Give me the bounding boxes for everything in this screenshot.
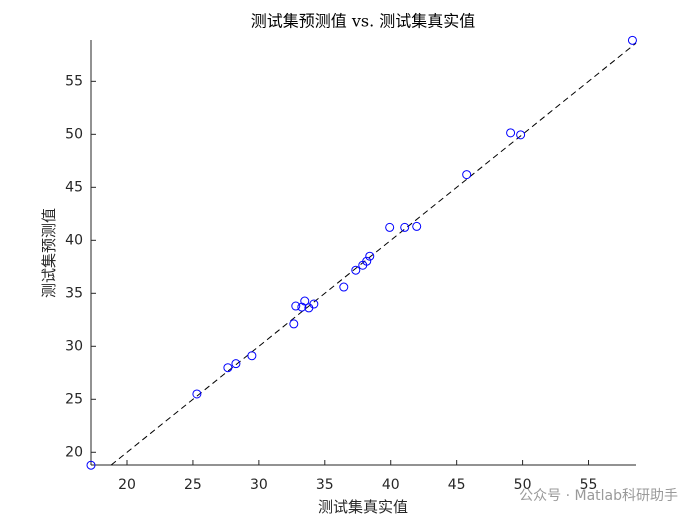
x-axis-label: 测试集真实值 xyxy=(318,498,408,516)
point xyxy=(247,351,257,361)
chart-title: 测试集预测值 vs. 测试集真实值 xyxy=(251,12,476,31)
reference-line xyxy=(110,42,637,466)
point xyxy=(297,302,307,312)
y-tick-label: 55 xyxy=(65,73,83,89)
x-tick-label: 20 xyxy=(118,477,136,493)
point xyxy=(516,130,526,140)
point xyxy=(231,359,241,369)
point xyxy=(462,170,472,180)
point xyxy=(300,296,310,306)
point xyxy=(223,363,233,373)
point xyxy=(291,301,301,311)
y-tick-label: 30 xyxy=(65,338,83,354)
point xyxy=(289,319,299,329)
point xyxy=(365,251,375,261)
x-tick-label: 40 xyxy=(382,477,400,493)
watermark: 公众号 · Matlab科研助手 xyxy=(519,488,678,504)
y-tick-label: 25 xyxy=(65,391,83,407)
point xyxy=(362,256,372,266)
point xyxy=(309,299,319,309)
point xyxy=(192,389,202,399)
x-tick-label: 55 xyxy=(580,477,598,493)
x-tick-label: 25 xyxy=(184,477,202,493)
y-tick-label: 45 xyxy=(65,179,83,195)
y-tick-label: 35 xyxy=(65,285,83,301)
point xyxy=(627,35,637,45)
point xyxy=(412,221,422,231)
y-tick-label: 20 xyxy=(65,444,83,460)
y-axis-label: 测试集预测值 xyxy=(40,208,58,298)
point xyxy=(86,460,96,470)
point xyxy=(385,222,395,232)
point xyxy=(400,222,410,232)
x-tick-label: 50 xyxy=(514,477,532,493)
x-tick-label: 45 xyxy=(448,477,466,493)
x-tick-label: 30 xyxy=(250,477,268,493)
point xyxy=(339,282,349,292)
y-tick-label: 50 xyxy=(65,126,83,142)
y-tick-label: 40 xyxy=(65,232,83,248)
point xyxy=(351,265,361,275)
x-tick-label: 35 xyxy=(316,477,334,493)
point xyxy=(506,128,516,138)
